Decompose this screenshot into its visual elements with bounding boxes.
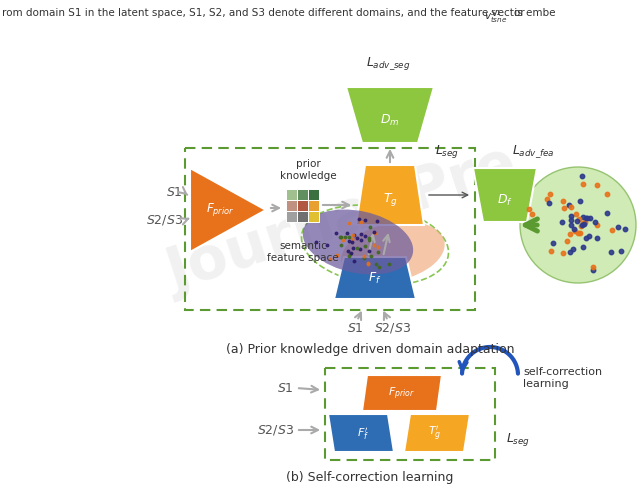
Text: $D_f$: $D_f$ (497, 192, 513, 207)
Text: is embe: is embe (511, 8, 556, 18)
Bar (297, 211, 307, 221)
Text: $F_{prior}$: $F_{prior}$ (388, 386, 415, 402)
Bar (297, 200, 307, 210)
Ellipse shape (303, 209, 413, 275)
Bar (286, 200, 296, 210)
Text: prior
knowledge: prior knowledge (280, 159, 336, 181)
Text: $S2/S3$: $S2/S3$ (257, 423, 294, 437)
Polygon shape (362, 375, 442, 411)
Polygon shape (346, 87, 434, 143)
Text: $S1$: $S1$ (277, 381, 294, 394)
Bar (325, 368, 495, 460)
Polygon shape (356, 165, 424, 225)
Text: $F_f'$: $F_f'$ (357, 426, 369, 442)
Text: self-correction
learning: self-correction learning (523, 367, 602, 389)
Text: $T_g'$: $T_g'$ (428, 425, 442, 443)
Text: $v^{S1}_{tsne}$: $v^{S1}_{tsne}$ (484, 8, 508, 25)
Text: $D_m$: $D_m$ (380, 112, 400, 128)
Text: semantic
feature space: semantic feature space (267, 241, 339, 263)
Text: $S1$: $S1$ (347, 322, 364, 335)
Ellipse shape (341, 221, 445, 283)
Bar (297, 189, 307, 199)
Text: $F_f$: $F_f$ (368, 271, 381, 286)
Bar (308, 200, 319, 210)
Text: $S2/S3$: $S2/S3$ (374, 321, 410, 335)
Text: Journal Pre: Journal Pre (160, 137, 524, 304)
Polygon shape (190, 168, 266, 252)
Bar (308, 189, 319, 199)
Text: $F_{prior}$: $F_{prior}$ (205, 201, 234, 218)
Polygon shape (473, 168, 537, 222)
Circle shape (520, 167, 636, 283)
Polygon shape (334, 257, 416, 299)
Text: $S1$: $S1$ (166, 186, 183, 199)
Bar (308, 211, 319, 221)
Bar (185, 148, 475, 310)
Text: $T_g$: $T_g$ (383, 191, 397, 208)
Text: (a) Prior knowledge driven domain adaptation: (a) Prior knowledge driven domain adapta… (226, 344, 515, 357)
Text: $L_{seg}$: $L_{seg}$ (435, 143, 459, 160)
Text: $S2/S3$: $S2/S3$ (146, 213, 183, 227)
Text: $L_{adv\_fea}$: $L_{adv\_fea}$ (511, 144, 554, 160)
Text: $L_{adv\_seg}$: $L_{adv\_seg}$ (365, 55, 410, 72)
Text: (b) Self-correction learning: (b) Self-correction learning (286, 471, 454, 484)
Bar (286, 211, 296, 221)
Polygon shape (404, 414, 470, 452)
Bar (286, 189, 296, 199)
Text: $L_{seg}$: $L_{seg}$ (506, 431, 530, 448)
Text: rom domain S1 in the latent space, S1, S2, and S3 denote different domains, and : rom domain S1 in the latent space, S1, S… (2, 8, 528, 18)
Polygon shape (328, 414, 394, 452)
